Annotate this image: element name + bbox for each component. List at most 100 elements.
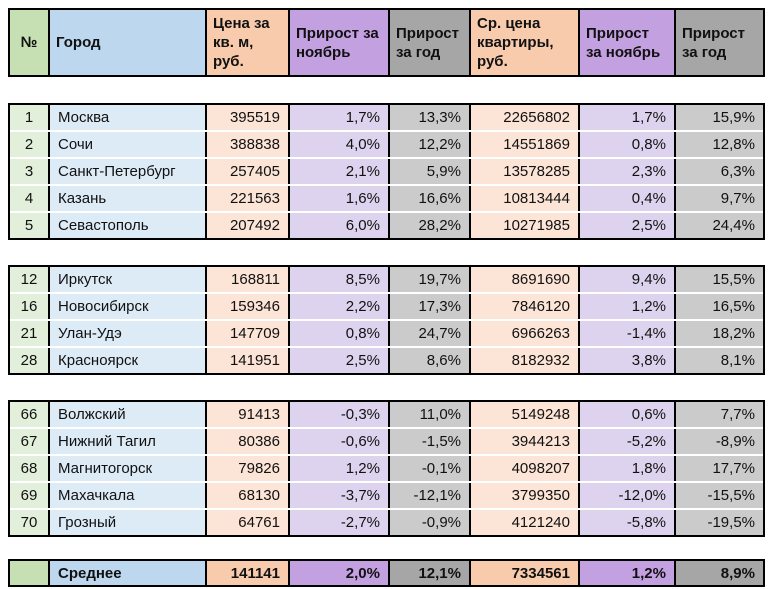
cell-growth-nov-sqm[interactable]: 1,6% bbox=[290, 186, 390, 211]
cell-price-flat[interactable]: 7846120 bbox=[471, 294, 580, 319]
cell-growth-year-sqm[interactable]: 12,1% bbox=[390, 561, 471, 585]
cell-growth-nov-sqm[interactable]: 2,5% bbox=[290, 348, 390, 373]
cell-growth-year-flat[interactable]: 6,3% bbox=[676, 159, 763, 184]
cell-price-sqm[interactable]: 91413 bbox=[207, 402, 290, 427]
cell-price-sqm[interactable]: 159346 bbox=[207, 294, 290, 319]
cell-city[interactable]: Красноярск bbox=[50, 348, 207, 373]
cell-growth-year-flat[interactable]: -8,9% bbox=[676, 429, 763, 454]
cell-num[interactable]: 1 bbox=[10, 105, 50, 130]
cell-growth-year-flat[interactable]: 15,9% bbox=[676, 105, 763, 130]
cell-growth-nov-sqm[interactable]: 6,0% bbox=[290, 213, 390, 238]
cell-growth-nov-sqm[interactable]: -0,3% bbox=[290, 402, 390, 427]
cell-growth-year-flat[interactable]: -19,5% bbox=[676, 510, 763, 535]
cell-growth-nov-flat[interactable]: 1,8% bbox=[580, 456, 676, 481]
cell-growth-year-sqm[interactable]: -1,5% bbox=[390, 429, 471, 454]
cell-num[interactable]: 69 bbox=[10, 483, 50, 508]
cell-price-flat[interactable]: 7334561 bbox=[471, 561, 580, 585]
cell-growth-nov-sqm[interactable]: 1,7% bbox=[290, 105, 390, 130]
cell-price-sqm[interactable]: 68130 bbox=[207, 483, 290, 508]
cell-city[interactable]: Санкт-Петербург bbox=[50, 159, 207, 184]
cell-num[interactable]: 68 bbox=[10, 456, 50, 481]
cell-growth-nov-sqm[interactable]: 0,8% bbox=[290, 321, 390, 346]
cell-price-flat[interactable]: 10813444 bbox=[471, 186, 580, 211]
cell-num[interactable]: 12 bbox=[10, 267, 50, 292]
cell-num[interactable]: 3 bbox=[10, 159, 50, 184]
cell-growth-year-sqm[interactable]: 28,2% bbox=[390, 213, 471, 238]
cell-growth-year-sqm[interactable]: 16,6% bbox=[390, 186, 471, 211]
cell-growth-year-flat[interactable]: 9,7% bbox=[676, 186, 763, 211]
cell-num[interactable]: 67 bbox=[10, 429, 50, 454]
cell-growth-year-sqm[interactable]: Прирост за год bbox=[390, 10, 471, 75]
cell-city[interactable]: Севастополь bbox=[50, 213, 207, 238]
cell-growth-nov-flat[interactable]: 0,8% bbox=[580, 132, 676, 157]
cell-growth-year-sqm[interactable]: 12,2% bbox=[390, 132, 471, 157]
cell-city[interactable]: Иркутск bbox=[50, 267, 207, 292]
cell-city[interactable]: Новосибирск bbox=[50, 294, 207, 319]
cell-growth-nov-flat[interactable]: 1,7% bbox=[580, 105, 676, 130]
cell-price-flat[interactable]: 8691690 bbox=[471, 267, 580, 292]
cell-growth-nov-sqm[interactable]: Прирост за ноябрь bbox=[290, 10, 390, 75]
cell-growth-year-sqm[interactable]: -0,1% bbox=[390, 456, 471, 481]
cell-price-flat[interactable]: 3944213 bbox=[471, 429, 580, 454]
cell-growth-nov-sqm[interactable]: -0,6% bbox=[290, 429, 390, 454]
cell-price-sqm[interactable]: 141141 bbox=[207, 561, 290, 585]
cell-growth-year-flat[interactable]: 15,5% bbox=[676, 267, 763, 292]
cell-growth-nov-flat[interactable]: -5,8% bbox=[580, 510, 676, 535]
cell-growth-year-flat[interactable]: 18,2% bbox=[676, 321, 763, 346]
cell-growth-nov-flat[interactable]: 0,6% bbox=[580, 402, 676, 427]
cell-price-sqm[interactable]: 168811 bbox=[207, 267, 290, 292]
cell-growth-year-sqm[interactable]: 5,9% bbox=[390, 159, 471, 184]
cell-price-sqm[interactable]: 207492 bbox=[207, 213, 290, 238]
cell-growth-year-flat[interactable]: 16,5% bbox=[676, 294, 763, 319]
cell-growth-year-flat[interactable]: 24,4% bbox=[676, 213, 763, 238]
cell-city[interactable]: Казань bbox=[50, 186, 207, 211]
cell-city[interactable]: Город bbox=[50, 10, 207, 75]
cell-growth-year-flat[interactable]: 7,7% bbox=[676, 402, 763, 427]
cell-price-flat[interactable]: 3799350 bbox=[471, 483, 580, 508]
cell-num[interactable]: 66 bbox=[10, 402, 50, 427]
cell-growth-nov-flat[interactable]: Прирост за ноябрь bbox=[580, 10, 676, 75]
cell-price-flat[interactable]: 13578285 bbox=[471, 159, 580, 184]
cell-price-flat[interactable]: 8182932 bbox=[471, 348, 580, 373]
cell-growth-nov-sqm[interactable]: -2,7% bbox=[290, 510, 390, 535]
cell-growth-year-flat[interactable]: 17,7% bbox=[676, 456, 763, 481]
cell-growth-year-flat[interactable]: 8,1% bbox=[676, 348, 763, 373]
cell-growth-year-sqm[interactable]: 24,7% bbox=[390, 321, 471, 346]
cell-city[interactable]: Грозный bbox=[50, 510, 207, 535]
cell-city[interactable]: Улан-Удэ bbox=[50, 321, 207, 346]
cell-growth-nov-flat[interactable]: 0,4% bbox=[580, 186, 676, 211]
cell-growth-nov-sqm[interactable]: 2,2% bbox=[290, 294, 390, 319]
cell-price-flat[interactable]: 22656802 bbox=[471, 105, 580, 130]
cell-city[interactable]: Волжский bbox=[50, 402, 207, 427]
cell-growth-nov-flat[interactable]: 3,8% bbox=[580, 348, 676, 373]
cell-growth-year-sqm[interactable]: -12,1% bbox=[390, 483, 471, 508]
cell-price-flat[interactable]: 4098207 bbox=[471, 456, 580, 481]
cell-growth-nov-sqm[interactable]: 2,1% bbox=[290, 159, 390, 184]
cell-num[interactable]: 28 bbox=[10, 348, 50, 373]
cell-growth-year-sqm[interactable]: 17,3% bbox=[390, 294, 471, 319]
cell-growth-nov-sqm[interactable]: 2,0% bbox=[290, 561, 390, 585]
cell-price-sqm[interactable]: Цена за кв. м, руб. bbox=[207, 10, 290, 75]
cell-city[interactable]: Москва bbox=[50, 105, 207, 130]
cell-num[interactable] bbox=[10, 561, 50, 585]
cell-price-flat[interactable]: 4121240 bbox=[471, 510, 580, 535]
cell-num[interactable]: 5 bbox=[10, 213, 50, 238]
cell-growth-nov-sqm[interactable]: 8,5% bbox=[290, 267, 390, 292]
cell-price-sqm[interactable]: 388838 bbox=[207, 132, 290, 157]
cell-growth-year-sqm[interactable]: 19,7% bbox=[390, 267, 471, 292]
cell-growth-year-flat[interactable]: Прирост за год bbox=[676, 10, 763, 75]
cell-growth-nov-flat[interactable]: 1,2% bbox=[580, 561, 676, 585]
cell-price-flat[interactable]: 5149248 bbox=[471, 402, 580, 427]
cell-price-flat[interactable]: 14551869 bbox=[471, 132, 580, 157]
cell-growth-nov-flat[interactable]: -12,0% bbox=[580, 483, 676, 508]
cell-price-sqm[interactable]: 257405 bbox=[207, 159, 290, 184]
cell-city[interactable]: Среднее bbox=[50, 561, 207, 585]
cell-city[interactable]: Махачкала bbox=[50, 483, 207, 508]
cell-growth-year-sqm[interactable]: 8,6% bbox=[390, 348, 471, 373]
cell-growth-nov-flat[interactable]: 2,5% bbox=[580, 213, 676, 238]
cell-growth-year-sqm[interactable]: 11,0% bbox=[390, 402, 471, 427]
cell-num[interactable]: 16 bbox=[10, 294, 50, 319]
cell-growth-nov-flat[interactable]: -1,4% bbox=[580, 321, 676, 346]
cell-price-sqm[interactable]: 395519 bbox=[207, 105, 290, 130]
cell-growth-nov-sqm[interactable]: -3,7% bbox=[290, 483, 390, 508]
